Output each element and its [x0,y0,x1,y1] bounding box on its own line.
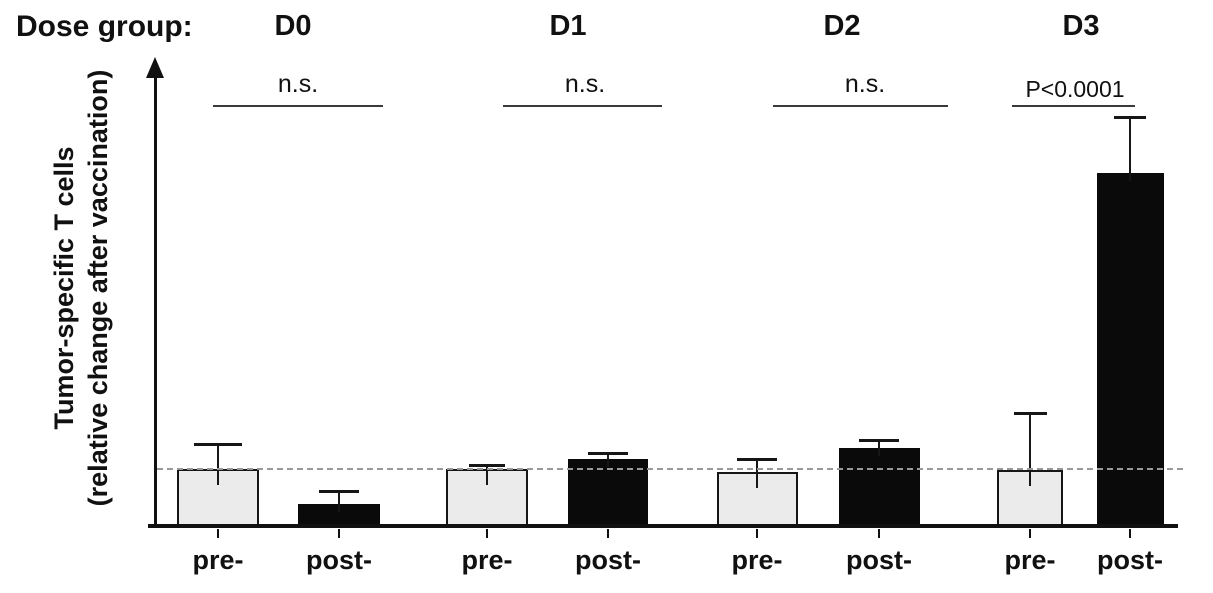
error-whisker-d1-pre [486,465,488,485]
bar-d3-post [1096,173,1164,527]
x-axis-tick-d0-post [338,529,340,538]
error-cap-d0-pre [194,443,242,446]
significance-line-d0 [213,105,383,107]
x-axis-tick-d2-post [878,529,880,538]
significance-line-d2 [773,105,948,107]
significance-label-d0: n.s. [277,70,319,98]
bar-label-d3-pre: pre- [1004,545,1056,575]
significance-line-d3 [1012,105,1135,107]
bar-label-d2-pre: pre- [731,545,783,575]
group-label-d1: D1 [549,10,587,42]
error-whisker-d1-post [607,453,609,467]
error-whisker-d0-pre [217,444,219,485]
group-label-d2: D2 [823,10,861,42]
group-label-d3: D3 [1062,10,1100,42]
error-whisker-d2-pre [756,459,758,488]
x-axis-tick-d1-post [607,529,609,538]
significance-line-d1 [503,105,662,107]
y-axis-arrowhead-icon [146,57,164,78]
x-axis-line [148,524,1178,528]
error-whisker-d3-pre [1029,413,1031,486]
group-label-d0: D0 [274,10,312,42]
error-cap-d2-pre [737,458,777,461]
x-axis-tick-d3-post [1129,529,1131,538]
error-cap-d3-pre [1013,412,1047,415]
x-axis-tick-d0-pre [217,529,219,538]
error-whisker-d2-post [878,440,880,456]
significance-label-d1: n.s. [564,70,606,98]
x-axis-tick-d2-pre [756,529,758,538]
bar-label-d2-post: post- [846,545,912,575]
error-cap-d1-post [588,452,628,455]
dose-group-label: Dose group: [16,10,193,43]
x-axis-tick-d3-pre [1029,529,1031,538]
error-cap-d2-post [859,439,899,442]
y-axis-line [154,70,157,527]
bar-label-d1-pre: pre- [461,545,513,575]
bar-label-d1-post: post- [575,545,641,575]
reference-dashed-line [157,468,1183,470]
bar-d1-post [568,459,648,527]
significance-label-d3: P<0.0001 [1025,76,1125,102]
x-axis-tick-d1-pre [486,529,488,538]
error-cap-d3-post [1114,116,1146,119]
error-cap-d0-post [319,490,359,493]
bar-label-d3-post: post- [1097,545,1163,575]
error-cap-d1-pre [469,464,505,467]
bar-label-d0-pre: pre- [192,545,244,575]
bar-label-d0-post: post- [306,545,372,575]
bar-d2-post [838,448,920,527]
significance-label-d2: n.s. [844,70,886,98]
error-whisker-d0-post [338,491,340,512]
error-whisker-d3-post [1129,117,1131,181]
